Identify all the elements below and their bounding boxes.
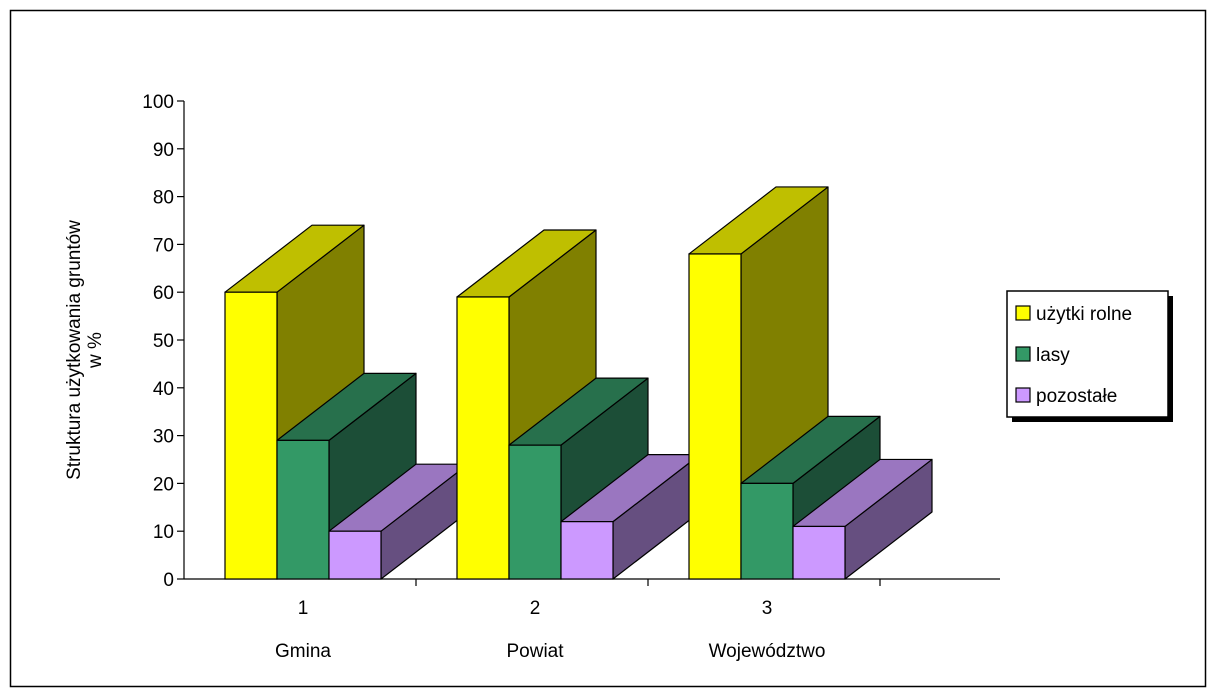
y-tick-label: 70: [153, 235, 174, 256]
y-tick-label: 60: [153, 283, 174, 304]
bar-front-face: [560, 521, 614, 580]
x-tick-label: 2: [530, 598, 541, 619]
bar-front-face: [456, 296, 510, 580]
y-tick-label: 10: [153, 522, 174, 543]
bar-front-face: [792, 525, 846, 580]
y-tick-label: 40: [153, 379, 174, 400]
y-tick-label: 90: [153, 140, 174, 161]
y-tick-label: 100: [142, 92, 174, 113]
y-tick-label: 50: [153, 331, 174, 352]
bar-front-face: [276, 439, 330, 580]
legend-swatch: [1015, 387, 1031, 403]
bar: [560, 454, 701, 580]
y-tick-label: 80: [153, 188, 174, 209]
legend: użytki rolne lasy pozostałe: [1006, 290, 1173, 422]
legend-swatch: [1015, 305, 1031, 321]
y-tick-label: 0: [163, 570, 174, 591]
bar-front-face: [740, 482, 794, 580]
bar-front-face: [508, 444, 562, 580]
bar-front-face: [688, 253, 742, 580]
y-axis-label-line-1: Struktura użytkowania gruntów: [64, 220, 85, 480]
x-tick-label: 1: [298, 598, 309, 619]
bar: [328, 463, 469, 580]
y-axis-label-line-2: w %: [85, 332, 106, 369]
legend-label: użytki rolne: [1036, 304, 1132, 325]
bar-front-face: [224, 291, 278, 580]
bar: [792, 458, 933, 580]
y-tick-label: 20: [153, 474, 174, 495]
x-category-name: Powiat: [506, 641, 564, 662]
x-category-name: Gmina: [275, 641, 331, 662]
bar-front-face: [328, 530, 382, 580]
x-tick-label: 3: [762, 598, 773, 619]
x-category-name: Województwo: [709, 641, 826, 662]
legend-label: lasy: [1036, 345, 1070, 366]
legend-swatch: [1015, 346, 1031, 362]
y-tick-label: 30: [153, 427, 174, 448]
legend-label: pozostałe: [1036, 386, 1117, 407]
